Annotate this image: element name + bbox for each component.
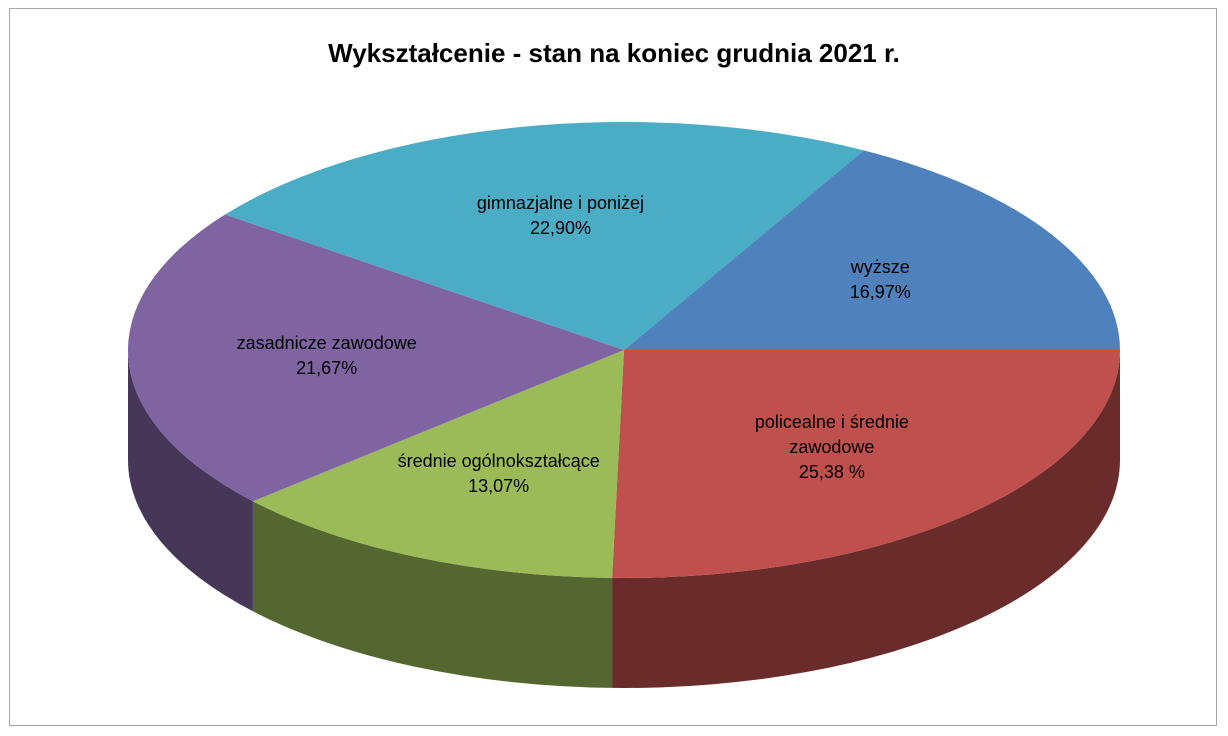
slice-value: 25,38 % — [798, 462, 865, 483]
slice-category: zasadnicze zawodowe — [236, 333, 417, 354]
slice-category: średnie ogólnokształcące — [397, 451, 600, 472]
slice-side — [612, 350, 1120, 688]
slice — [624, 150, 1120, 350]
slice — [127, 214, 625, 502]
data-label: zasadnicze zawodowe 21,67% — [212, 331, 442, 381]
slice-value: 16,97% — [849, 282, 911, 303]
slice-side — [252, 501, 613, 688]
slice-side — [128, 350, 253, 612]
slice — [612, 350, 1120, 578]
slice — [225, 121, 864, 350]
chart-title: Wykształcenie - stan na koniec grudnia 2… — [328, 38, 900, 68]
data-label: gimnazjalne i poniżej 22,90% — [445, 191, 675, 241]
slice-category: wyższe — [850, 257, 910, 278]
slice-value: 21,67% — [296, 358, 358, 379]
data-label: policealne i średnie zawodowe 25,38 % — [717, 410, 947, 485]
chart-frame — [9, 8, 1217, 726]
slice-category: policealne i średnie zawodowe — [754, 412, 909, 458]
slice-value: 22,90% — [529, 218, 592, 239]
slice — [252, 350, 624, 578]
data-label: wyższe 16,97% — [765, 255, 995, 305]
data-label: średnie ogólnokształcące 13,07% — [384, 449, 614, 499]
slice-value: 13,07% — [468, 476, 530, 497]
slice-category: gimnazjalne i poniżej — [476, 193, 645, 214]
